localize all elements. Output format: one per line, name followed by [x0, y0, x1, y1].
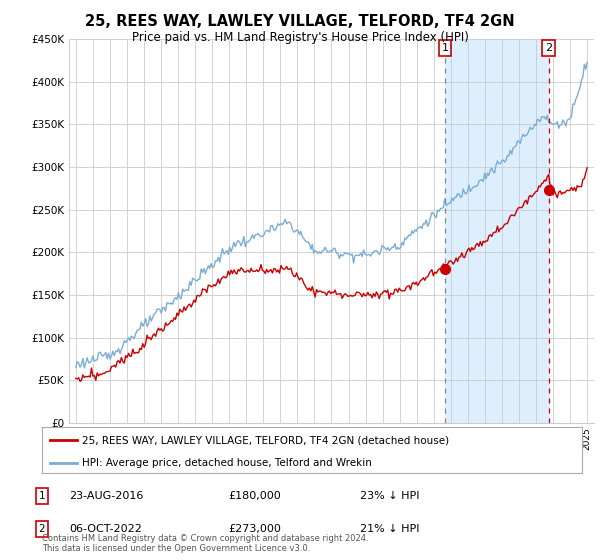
Text: Price paid vs. HM Land Registry's House Price Index (HPI): Price paid vs. HM Land Registry's House …	[131, 31, 469, 44]
Text: 1: 1	[442, 43, 448, 53]
Text: 25, REES WAY, LAWLEY VILLAGE, TELFORD, TF4 2GN (detached house): 25, REES WAY, LAWLEY VILLAGE, TELFORD, T…	[83, 435, 449, 445]
Text: 21% ↓ HPI: 21% ↓ HPI	[360, 524, 419, 534]
Bar	[445, 39, 549, 423]
Text: 23% ↓ HPI: 23% ↓ HPI	[360, 491, 419, 501]
Text: 2: 2	[38, 524, 46, 534]
Text: 1: 1	[38, 491, 46, 501]
Text: £273,000: £273,000	[228, 524, 281, 534]
Text: Contains HM Land Registry data © Crown copyright and database right 2024.
This d: Contains HM Land Registry data © Crown c…	[42, 534, 368, 553]
Text: 2: 2	[545, 43, 553, 53]
Text: £180,000: £180,000	[228, 491, 281, 501]
Text: 06-OCT-2022: 06-OCT-2022	[69, 524, 142, 534]
Text: HPI: Average price, detached house, Telford and Wrekin: HPI: Average price, detached house, Telf…	[83, 458, 373, 468]
Text: 23-AUG-2016: 23-AUG-2016	[69, 491, 143, 501]
Text: 25, REES WAY, LAWLEY VILLAGE, TELFORD, TF4 2GN: 25, REES WAY, LAWLEY VILLAGE, TELFORD, T…	[85, 14, 515, 29]
